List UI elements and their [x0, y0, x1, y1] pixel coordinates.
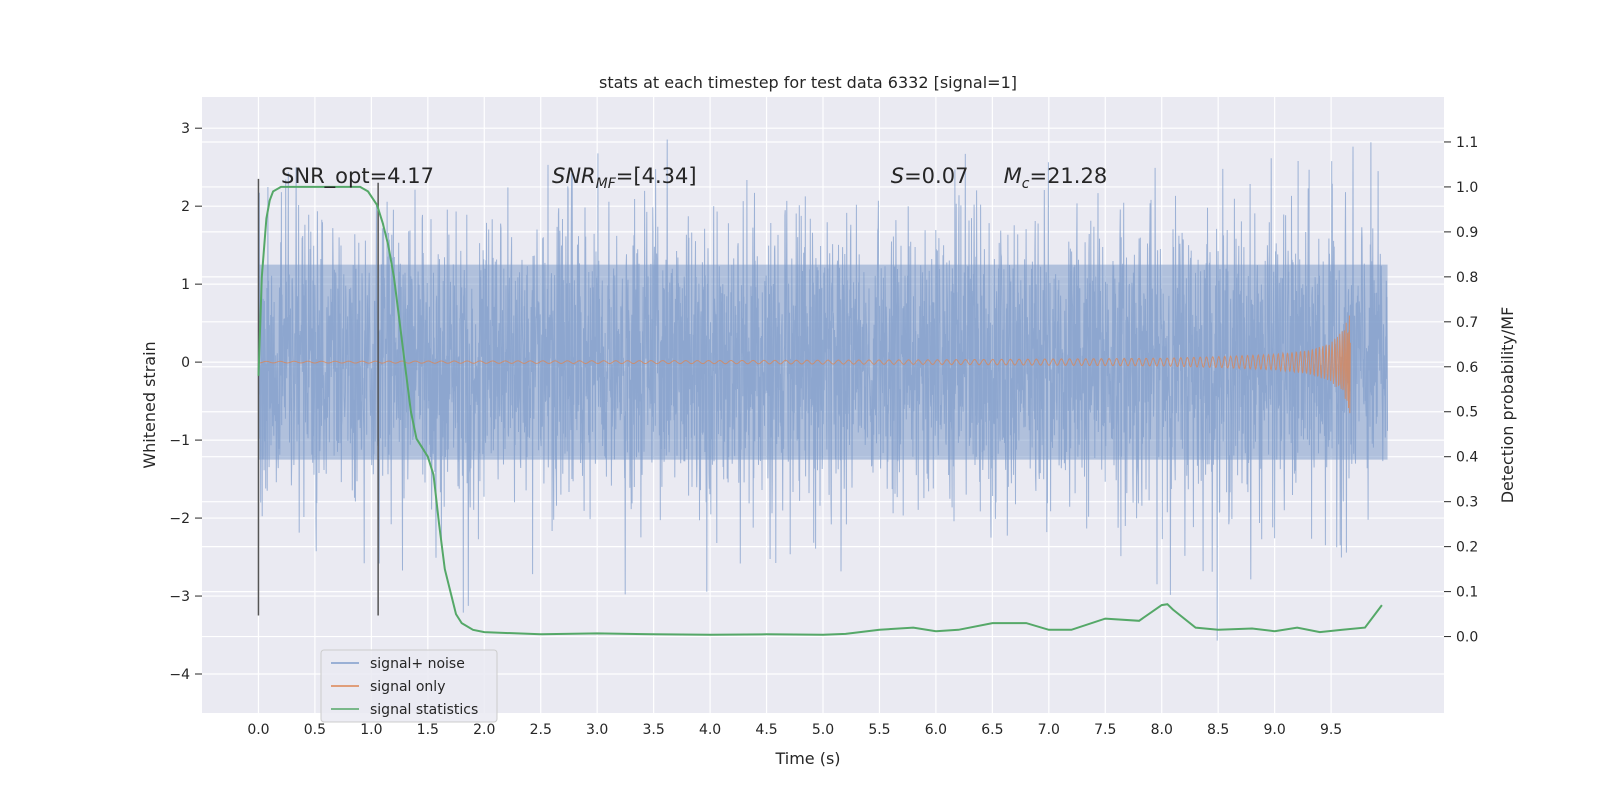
x-tick-label: 5.5 [868, 722, 890, 738]
annotation-label: S=0.07 [891, 164, 969, 188]
legend-label-noise: signal+ noise [370, 656, 465, 672]
y-tick-label: −3 [169, 589, 190, 605]
y-tick-label: 2 [181, 199, 190, 215]
x-tick-label: 8.0 [1151, 722, 1173, 738]
x-tick-label: 9.5 [1320, 722, 1342, 738]
y2-tick-label: 0.5 [1456, 405, 1478, 421]
x-axis-label: Time (s) [774, 749, 840, 768]
series-signal-noise-core [258, 264, 1388, 460]
annotation-label: Mc=21.28 [1004, 164, 1108, 192]
x-tick-label: 7.5 [1094, 722, 1116, 738]
y-axis-ticks: −4 −3 −2 −1 0 1 2 3 [169, 121, 202, 683]
y2-tick-label: 1.0 [1456, 180, 1478, 196]
x-tick-label: 3.5 [643, 722, 665, 738]
legend-box [320, 649, 498, 723]
y-tick-label: 3 [181, 121, 190, 137]
y2-tick-label: 0.9 [1456, 225, 1478, 241]
y2-tick-label: 0.0 [1456, 630, 1478, 646]
y2-tick-label: 0.8 [1456, 270, 1478, 286]
y2-tick-label: 0.1 [1456, 585, 1478, 601]
x-tick-label: 4.5 [755, 722, 777, 738]
annotation-label: SNR_opt=4.17 [281, 164, 434, 189]
y-axis-label: Whitened strain [140, 341, 159, 468]
x-tick-label: 4.0 [699, 722, 721, 738]
x-tick-label: 1.5 [417, 722, 439, 738]
x-tick-label: 2.0 [473, 722, 495, 738]
x-tick-label: 0.0 [247, 722, 269, 738]
y-tick-label: 0 [181, 355, 190, 371]
x-tick-label: 7.0 [1038, 722, 1060, 738]
x-tick-label: 6.5 [981, 722, 1003, 738]
x-tick-label: 2.5 [530, 722, 552, 738]
y-tick-label: −2 [169, 511, 190, 527]
y-tick-label: −4 [169, 667, 190, 683]
plot-area [257, 139, 1388, 641]
x-tick-label: 6.0 [925, 722, 947, 738]
annotation-label: SNRMF=[4.34] [552, 164, 697, 192]
series-signal-only [258, 315, 1351, 414]
y2-tick-label: 0.6 [1456, 360, 1478, 376]
legend-label-signal: signal only [370, 679, 445, 695]
y2-axis-ticks: 0.0 0.1 0.2 0.3 0.4 0.5 0.6 0.7 0.8 0.9 1.0 1.1 [1444, 135, 1478, 646]
x-tick-label: 1.0 [360, 722, 382, 738]
annotations: SNR_opt=4.17 SNRMF=[4.34] S=0.07 Mc=21.28 [281, 164, 1107, 192]
y2-tick-label: 0.2 [1456, 540, 1478, 556]
x-tick-label: 5.0 [812, 722, 834, 738]
y2-tick-label: 1.1 [1456, 135, 1478, 151]
legend: signal+ noise signal only signal statist… [320, 649, 498, 723]
vertical-markers [257, 178, 379, 616]
x-tick-label: 9.0 [1264, 722, 1286, 738]
x-tick-label: 8.5 [1207, 722, 1229, 738]
x-axis-ticks: 0.0 0.5 1.0 1.5 2.0 2.5 3.0 3.5 4.0 4.5 5.0 5.5 6.0 6… [247, 722, 1342, 738]
y2-tick-label: 0.3 [1456, 495, 1478, 511]
chart-title: stats at each timestep for test data 633… [599, 73, 1017, 92]
y-tick-label: 1 [181, 277, 190, 293]
series-signal-statistics [257, 185, 1383, 636]
y2-tick-label: 0.4 [1456, 450, 1478, 466]
x-tick-label: 3.0 [586, 722, 608, 738]
legend-label-statistics: signal statistics [370, 702, 478, 718]
y2-axis-label: Detection probability/MF [1498, 307, 1517, 504]
y-tick-label: −1 [169, 433, 190, 449]
x-tick-label: 0.5 [304, 722, 326, 738]
y2-tick-label: 0.7 [1456, 315, 1478, 331]
